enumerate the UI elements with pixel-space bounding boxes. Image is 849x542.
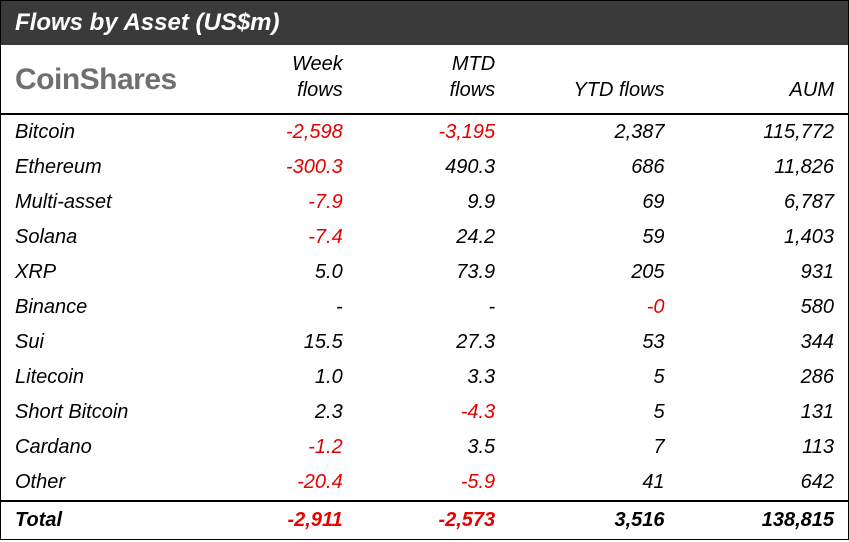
ytd-cell: 53 [509, 325, 678, 360]
week-cell: -7.4 [204, 220, 356, 255]
asset-name-cell: Binance [1, 290, 204, 325]
col-header-week-line2: flows [297, 79, 343, 101]
asset-name-cell: Cardano [1, 430, 204, 465]
ytd-cell: 5 [509, 395, 678, 430]
week-cell: -20.4 [204, 465, 356, 501]
mtd-cell: - [357, 290, 509, 325]
asset-name-cell: Ethereum [1, 150, 204, 185]
total-mtd: -2,573 [357, 501, 509, 539]
asset-name-cell: Short Bitcoin [1, 395, 204, 430]
aum-cell: 642 [679, 465, 848, 501]
asset-name-cell: Other [1, 465, 204, 501]
mtd-cell: -4.3 [357, 395, 509, 430]
flows-table-container: Flows by Asset (US$m) CoinShares Week fl… [0, 0, 849, 540]
week-cell: - [204, 290, 356, 325]
page-title: Flows by Asset (US$m) [15, 9, 280, 36]
ytd-cell: 2,387 [509, 114, 678, 150]
col-header-aum-line2: AUM [790, 79, 834, 101]
table-row: Binance---0580 [1, 290, 848, 325]
week-cell: -2,598 [204, 114, 356, 150]
week-cell: 2.3 [204, 395, 356, 430]
table-row: Sui15.527.353344 [1, 325, 848, 360]
aum-cell: 6,787 [679, 185, 848, 220]
col-header-week: Week flows [204, 45, 356, 114]
col-header-mtd: MTD flows [357, 45, 509, 114]
aum-cell: 931 [679, 255, 848, 290]
col-header-aum: AUM [679, 45, 848, 114]
col-header-ytd: YTD flows [509, 45, 678, 114]
asset-name-cell: Multi-asset [1, 185, 204, 220]
asset-name-cell: Sui [1, 325, 204, 360]
ytd-cell: 686 [509, 150, 678, 185]
table-total-row: Total -2,911 -2,573 3,516 138,815 [1, 501, 848, 539]
flows-table: CoinShares Week flows MTD flows YTD flow… [1, 45, 848, 539]
table-row: Other-20.4-5.941642 [1, 465, 848, 501]
mtd-cell: -3,195 [357, 114, 509, 150]
table-row: Multi-asset-7.99.9696,787 [1, 185, 848, 220]
aum-cell: 580 [679, 290, 848, 325]
mtd-cell: 9.9 [357, 185, 509, 220]
aum-cell: 1,403 [679, 220, 848, 255]
col-header-ytd-line2: YTD flows [573, 79, 664, 101]
total-ytd: 3,516 [509, 501, 678, 539]
table-row: Solana-7.424.2591,403 [1, 220, 848, 255]
week-cell: 5.0 [204, 255, 356, 290]
aum-cell: 131 [679, 395, 848, 430]
asset-name-cell: Litecoin [1, 360, 204, 395]
ytd-cell: -0 [509, 290, 678, 325]
mtd-cell: 3.5 [357, 430, 509, 465]
mtd-cell: 3.3 [357, 360, 509, 395]
week-cell: 15.5 [204, 325, 356, 360]
mtd-cell: 27.3 [357, 325, 509, 360]
aum-cell: 286 [679, 360, 848, 395]
col-header-mtd-line2: flows [450, 79, 496, 101]
total-label: Total [1, 501, 204, 539]
asset-name-cell: Bitcoin [1, 114, 204, 150]
table-row: Short Bitcoin2.3-4.35131 [1, 395, 848, 430]
ytd-cell: 69 [509, 185, 678, 220]
table-row: Bitcoin-2,598-3,1952,387115,772 [1, 114, 848, 150]
total-aum: 138,815 [679, 501, 848, 539]
week-cell: 1.0 [204, 360, 356, 395]
asset-name-cell: XRP [1, 255, 204, 290]
ytd-cell: 59 [509, 220, 678, 255]
table-header-row: CoinShares Week flows MTD flows YTD flow… [1, 45, 848, 114]
aum-cell: 113 [679, 430, 848, 465]
ytd-cell: 205 [509, 255, 678, 290]
mtd-cell: 24.2 [357, 220, 509, 255]
aum-cell: 115,772 [679, 114, 848, 150]
total-week: -2,911 [204, 501, 356, 539]
col-header-mtd-line1: MTD [452, 53, 495, 75]
week-cell: -300.3 [204, 150, 356, 185]
ytd-cell: 5 [509, 360, 678, 395]
brand-logo-text: CoinShares [15, 63, 177, 96]
mtd-cell: 490.3 [357, 150, 509, 185]
table-row: XRP5.073.9205931 [1, 255, 848, 290]
table-row: Cardano-1.23.57113 [1, 430, 848, 465]
asset-name-cell: Solana [1, 220, 204, 255]
table-body: Bitcoin-2,598-3,1952,387115,772Ethereum-… [1, 114, 848, 501]
aum-cell: 344 [679, 325, 848, 360]
mtd-cell: 73.9 [357, 255, 509, 290]
title-bar: Flows by Asset (US$m) [1, 1, 848, 45]
week-cell: -1.2 [204, 430, 356, 465]
table-row: Litecoin1.03.35286 [1, 360, 848, 395]
brand-cell: CoinShares [1, 45, 204, 114]
ytd-cell: 7 [509, 430, 678, 465]
ytd-cell: 41 [509, 465, 678, 501]
table-row: Ethereum-300.3490.368611,826 [1, 150, 848, 185]
mtd-cell: -5.9 [357, 465, 509, 501]
aum-cell: 11,826 [679, 150, 848, 185]
col-header-week-line1: Week [292, 53, 343, 75]
week-cell: -7.9 [204, 185, 356, 220]
